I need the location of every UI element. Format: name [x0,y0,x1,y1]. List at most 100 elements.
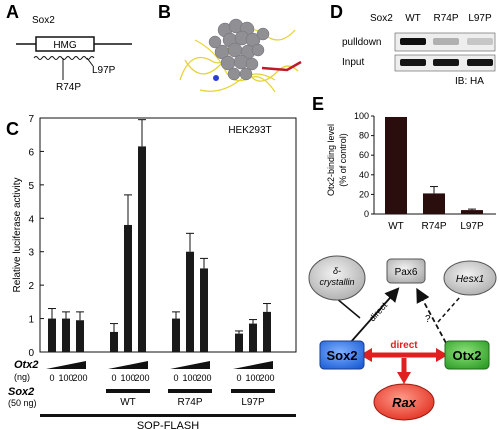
dose-label: 0 [111,373,116,383]
y-tick-label: 3 [28,248,34,259]
input-band [433,59,459,66]
sox2-bar [231,389,275,393]
sox2-otx2-edge-label: direct [390,340,418,351]
reporter-bar [40,414,296,417]
blot-sox2-header: Sox2 [370,13,393,24]
bar [48,318,56,352]
input-band [400,59,426,66]
y-tick-label: 40 [359,170,369,180]
l97p-tick [86,57,94,67]
chart-e-ylabel-line1: Otx2-binding level [326,124,336,196]
hesx1-node [443,260,497,296]
bar [76,320,84,352]
blot-col-l97p: L97P [468,13,492,24]
rax-node [373,383,435,421]
otx2-pax6-edge-label: ? [425,314,431,325]
category-label: L97P [460,221,484,232]
chart-c-frame [39,117,297,353]
panel-label-a: A [6,2,19,22]
otx2-hesx1-link [437,296,461,323]
rax-arrowhead [397,372,411,384]
otx2-arrowhead [436,348,448,362]
pulldown-band [433,38,459,45]
sox2-pax6-arrow [349,287,400,344]
sox2-bar [106,389,150,393]
protein-structure-image [170,10,320,105]
dose-triangle [46,361,86,369]
input-band [467,59,493,66]
sox2-node-label: Sox2 [326,348,357,363]
otx2-node [444,340,490,370]
dose-triangle [108,361,148,369]
y-tick-label: 4 [28,214,34,225]
dose-label: 200 [259,373,274,383]
y-tick-label: 2 [28,281,34,292]
dose-label: 200 [196,373,211,383]
otx2-binding-region [33,56,95,60]
bar [423,193,445,214]
sox2-row-unit: (50 ng) [8,398,37,408]
hmg-label: HMG [53,40,77,51]
dose-triangle [170,361,210,369]
otx2-row-unit: (ng) [14,372,30,382]
dose-label: 100 [58,373,73,383]
dose-label: 100 [245,373,260,383]
y-tick-label: 0 [28,348,34,359]
delta-crystallin-label-2: crystallin [319,277,354,287]
y-tick-label: 60 [359,150,369,160]
sox2-row-label: Sox2 [8,386,34,398]
l97p-label: L97P [92,65,116,76]
y-tick-label: 5 [28,181,34,192]
pax6-label: Pax6 [395,267,418,278]
hesx1-label: Hesx1 [456,274,484,285]
y-tick-label: 1 [28,315,34,326]
rax-node-label: Rax [392,395,417,410]
otx2-node-label: Otx2 [453,348,482,363]
pulldown-band [400,38,426,45]
panel-label-c: C [6,119,19,139]
bar [172,318,180,352]
group-label: R74P [177,397,202,408]
blot-antibody-label: IB: HA [455,76,484,87]
category-label: WT [388,221,404,232]
bar [249,323,257,352]
sox2-crystallin-link [335,297,361,319]
dose-label: 0 [49,373,54,383]
sox2-bar [168,389,212,393]
bar [124,224,132,352]
delta-crystallin-node [308,255,366,301]
group-label: WT [120,397,136,408]
pax6-node [386,258,426,284]
chart-c-ylabel: Relative luciferase activity [12,177,23,292]
y-tick-label: 20 [359,189,369,199]
otx2-row-label: Otx2 [14,359,38,371]
bar [62,318,70,352]
blot-col-wt: WT [405,13,421,24]
dose-label: 200 [134,373,149,383]
dose-label: 0 [236,373,241,383]
panel-label-d: D [330,2,343,22]
dose-label: 100 [120,373,135,383]
reporter-label: SOP-FLASH [137,420,199,430]
bar [186,251,194,352]
bar [235,333,243,352]
hmg-domain-box [35,36,95,52]
sox2-node [319,340,365,370]
dose-triangle [233,361,273,369]
dose-label: 100 [182,373,197,383]
panel-label-e: E [312,94,324,114]
y-tick-label: 7 [28,114,34,125]
y-tick-label: 6 [28,147,34,158]
sox2-protein-label: Sox2 [32,15,55,26]
y-tick-label: 100 [354,111,369,121]
r74p-label: R74P [56,82,81,93]
group-label: L97P [241,397,265,408]
pulldown-band [467,38,493,45]
bar [110,331,118,352]
panel-label-b: B [158,2,171,22]
chart-c-title: HEK293T [228,125,271,136]
sox2-arrowhead [360,348,372,362]
blot-col-r74p: R74P [433,13,458,24]
bar [385,116,407,214]
